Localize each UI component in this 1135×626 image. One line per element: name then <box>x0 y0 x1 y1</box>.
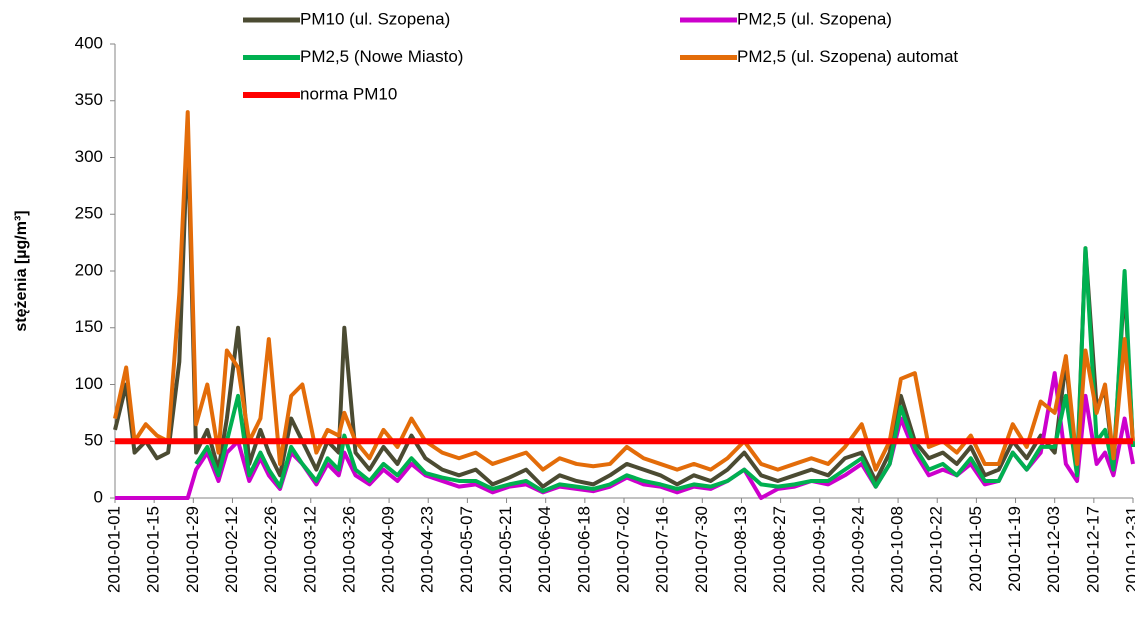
legend-label: norma PM10 <box>300 84 397 103</box>
x-tick-label: 2010-07-30 <box>692 506 711 593</box>
y-tick-label: 50 <box>84 431 103 450</box>
series-line <box>113 110 1135 472</box>
x-tick-label: 2010-06-04 <box>535 506 554 593</box>
legend-label: PM10 (ul. Szopena) <box>300 9 450 28</box>
x-tick-label: 2010-03-12 <box>300 506 319 593</box>
x-tick-label: 2010-08-13 <box>731 506 750 593</box>
series-line <box>194 246 1135 494</box>
y-tick-label: 300 <box>75 147 103 166</box>
y-tick-label: 250 <box>75 204 103 223</box>
y-tick-label: 0 <box>94 487 103 506</box>
series-line <box>115 371 1135 500</box>
x-tick-label: 2010-11-19 <box>1005 506 1024 592</box>
legend-label: PM2,5 (ul. Szopena) <box>737 9 892 28</box>
y-tick-label: 100 <box>75 374 103 393</box>
x-tick-label: 2010-10-08 <box>888 506 907 593</box>
y-tick-label: 150 <box>75 317 103 336</box>
x-tick-label: 2010-11-05 <box>966 506 985 592</box>
y-axis-label: stężenia [µg/m³] <box>13 210 30 331</box>
y-tick-label: 350 <box>75 90 103 109</box>
y-tick-label: 200 <box>75 260 103 279</box>
x-tick-label: 2010-01-01 <box>104 506 123 593</box>
legend-label: PM2,5 (Nowe Miasto) <box>300 47 463 66</box>
x-tick-label: 2010-05-07 <box>457 506 476 593</box>
x-tick-label: 2010-10-22 <box>927 506 946 593</box>
x-tick-label: 2010-04-23 <box>418 506 437 593</box>
x-tick-label: 2010-01-29 <box>183 506 202 593</box>
x-tick-label: 2010-12-17 <box>1083 506 1102 593</box>
x-tick-label: 2010-09-24 <box>848 506 867 593</box>
x-tick-label: 2010-02-26 <box>261 506 280 593</box>
x-tick-label: 2010-03-26 <box>339 506 358 593</box>
x-tick-label: 2010-08-27 <box>770 506 789 593</box>
x-tick-label: 2010-07-16 <box>653 506 672 593</box>
series-line <box>113 132 1135 489</box>
x-tick-label: 2010-07-02 <box>613 506 632 593</box>
x-tick-label: 2010-05-21 <box>496 506 515 593</box>
y-tick-label: 400 <box>75 33 103 52</box>
legend-label: PM2,5 (ul. Szopena) automat <box>737 47 958 66</box>
x-tick-label: 2010-04-09 <box>379 506 398 593</box>
x-tick-label: 2010-01-15 <box>144 506 163 593</box>
x-tick-label: 2010-02-12 <box>222 506 241 593</box>
x-tick-label: 2010-12-31 <box>1122 506 1135 593</box>
x-tick-label: 2010-06-18 <box>574 506 593 593</box>
x-tick-label: 2010-12-03 <box>1044 506 1063 593</box>
x-tick-label: 2010-09-10 <box>809 506 828 593</box>
